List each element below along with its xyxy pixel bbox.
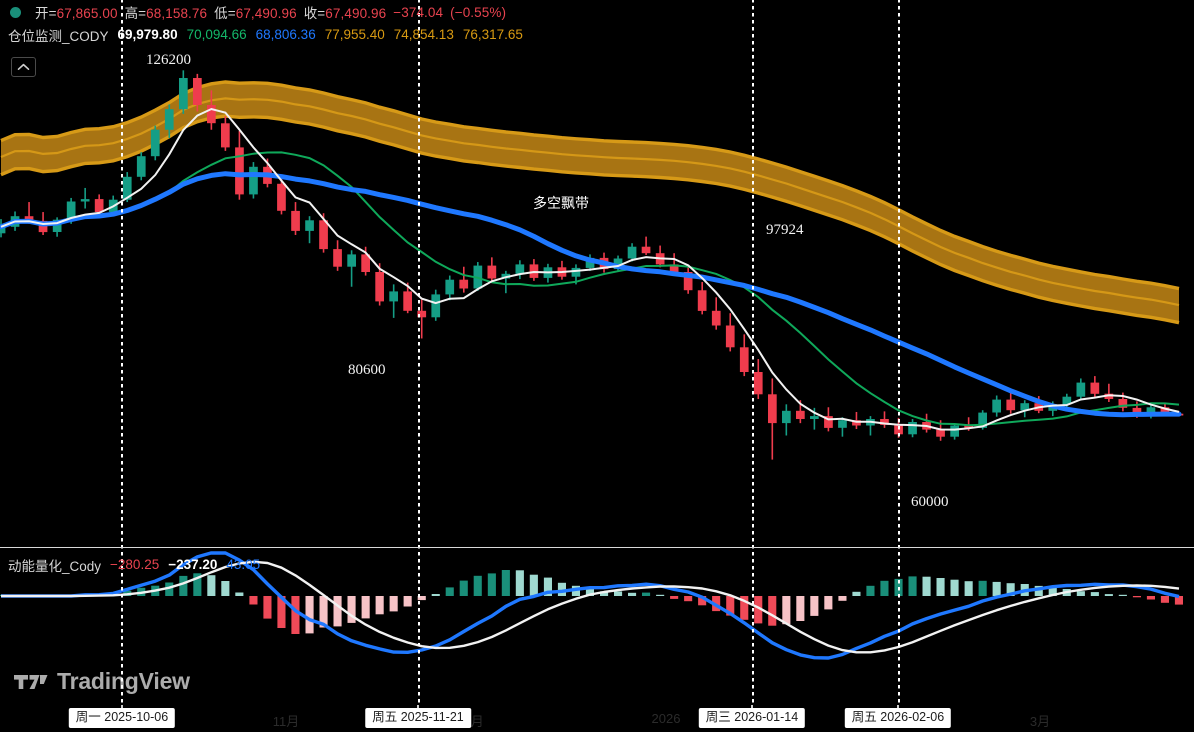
annotation-126200: 126200 xyxy=(146,52,191,68)
axis-month-label-2: 2026 xyxy=(651,711,681,726)
annotation-97924: 97924 xyxy=(766,222,804,238)
annotation-60000: 60000 xyxy=(911,494,949,510)
axis-month-label-3: 3月 xyxy=(1029,714,1051,729)
collapse-pane-button[interactable] xyxy=(11,57,36,77)
axis-tick-mark-3 xyxy=(897,705,899,708)
axis-tick-mark-0 xyxy=(121,705,123,708)
axis-date-label-0[interactable]: 周一 2025-10-06 xyxy=(68,708,176,728)
momentum-chart-canvas[interactable] xyxy=(0,548,1194,705)
annotation-80600: 80600 xyxy=(348,362,386,378)
axis-date-label-1[interactable]: 周五 2025-11-21 xyxy=(365,708,471,728)
pane-separator xyxy=(0,547,1194,548)
price-chart-canvas[interactable] xyxy=(0,0,1194,547)
annotation-ribbon-label: 多空飘带 xyxy=(533,195,589,211)
axis-tick-mark-1 xyxy=(417,705,419,708)
momentum-pane[interactable] xyxy=(0,548,1194,705)
axis-month-label-0: 11月 xyxy=(272,714,300,729)
price-pane[interactable] xyxy=(0,0,1194,547)
axis-date-label-2[interactable]: 周三 2026-01-14 xyxy=(698,708,806,728)
axis-date-label-3[interactable]: 周五 2026-02-06 xyxy=(844,708,952,728)
chevron-up-icon xyxy=(17,63,30,70)
axis-tick-mark-2 xyxy=(751,705,753,708)
